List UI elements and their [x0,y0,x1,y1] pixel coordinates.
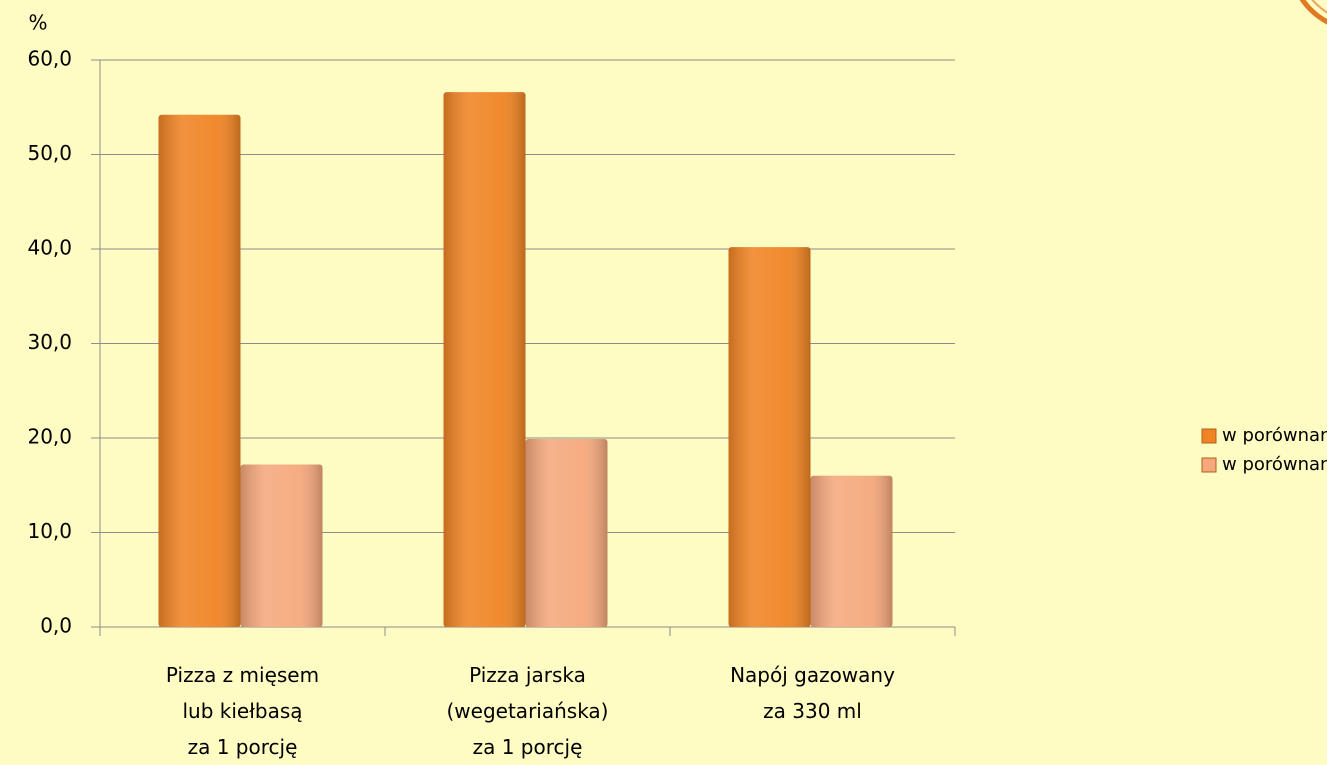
y-tick-label: 40,0 [27,236,72,260]
y-tick-label: 10,0 [27,519,72,543]
y-tick-label: 0,0 [40,614,72,638]
y-tick-label: 30,0 [27,330,72,354]
y-tick-label: 50,0 [27,141,72,165]
y-tick-label: 60,0 [27,47,72,71]
y-axis-label: % [28,11,47,35]
bar-shade [240,464,323,627]
bar-shade [525,438,608,627]
bar-shade [443,92,526,627]
y-tick-label: 20,0 [27,425,72,449]
bar-shade [728,247,811,628]
bar-shade [810,475,893,627]
bar-shade [158,114,241,627]
x-tick-label: Napój gazowany za 330 ml [730,663,895,723]
legend-label: w porównaniu z VI 2008 r. [1222,454,1327,475]
legend-label: w porównaniu z VI 2004 r. [1222,425,1327,446]
legend-swatch [1201,457,1217,473]
x-tick-label: Pizza z mięsem lub kiełbasą za 1 porcję [166,663,319,759]
x-tick-label: Pizza jarska (wegetariańska) za 1 porcję [447,663,609,759]
legend-swatch [1201,428,1217,444]
